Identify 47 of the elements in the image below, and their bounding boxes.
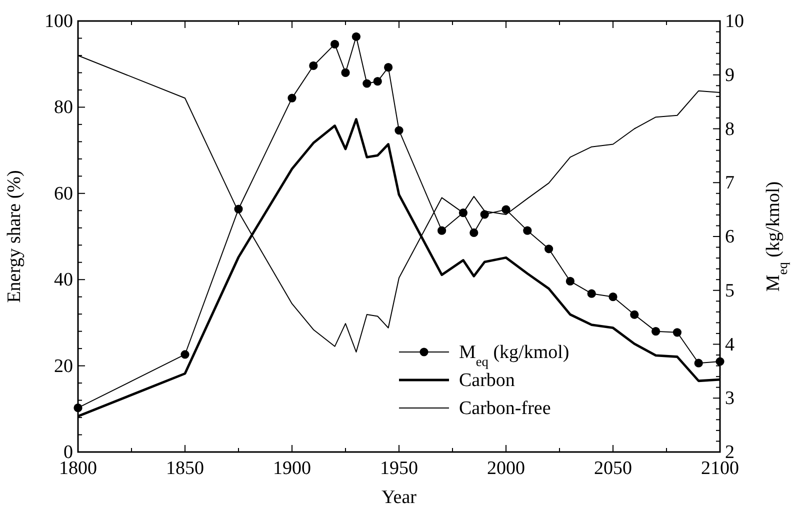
point <box>544 244 554 254</box>
point <box>330 40 340 48</box>
point <box>566 276 574 286</box>
point <box>341 68 350 78</box>
x-tick-label: 1850 <box>166 458 204 479</box>
point <box>694 358 703 368</box>
point <box>309 61 318 70</box>
point <box>630 310 639 319</box>
point <box>288 94 296 102</box>
point <box>523 226 532 235</box>
point <box>438 226 446 235</box>
y-axis-title: Energy share (%) <box>4 170 25 303</box>
legend-label: M$_{eq}$ (kg/kmol) <box>459 342 570 368</box>
y2-tick-label: 9 <box>725 64 734 86</box>
y-tick-label: 20 <box>54 356 73 377</box>
y2-tick-label: 3 <box>725 388 734 410</box>
y-tick-label: 80 <box>54 97 73 118</box>
point <box>502 205 510 214</box>
x-tick-label: 2050 <box>594 458 632 479</box>
point <box>394 126 404 135</box>
point <box>362 79 372 88</box>
x-tick-label: 2000 <box>487 458 525 479</box>
y2-tick-label: 4 <box>725 334 735 356</box>
y-tick-label: 40 <box>54 270 73 291</box>
point <box>608 292 618 302</box>
x-tick-label: 1950 <box>380 458 418 479</box>
point <box>672 328 682 337</box>
x-tick-label: 1900 <box>273 458 311 479</box>
point <box>480 210 489 219</box>
point <box>384 63 393 72</box>
y-tick-label: 100 <box>44 11 73 32</box>
y2-tick-label: 7 <box>725 172 734 194</box>
point <box>352 32 360 41</box>
x-axis-title: Year <box>381 487 418 508</box>
legend-label: Carbon-free <box>459 398 551 419</box>
point <box>652 327 660 336</box>
point <box>373 77 382 86</box>
point <box>470 228 478 238</box>
legend-label: Carbon <box>459 370 516 391</box>
y-tick-label: 60 <box>54 183 73 204</box>
x-tick-label: 2100 <box>701 458 739 479</box>
y2-tick-label: 8 <box>725 118 734 140</box>
y2-tick-label: 6 <box>725 226 734 248</box>
point <box>587 289 596 298</box>
y2-tick-label: 5 <box>725 280 734 302</box>
point <box>180 350 190 359</box>
y2-tick-label: 10 <box>725 11 744 32</box>
